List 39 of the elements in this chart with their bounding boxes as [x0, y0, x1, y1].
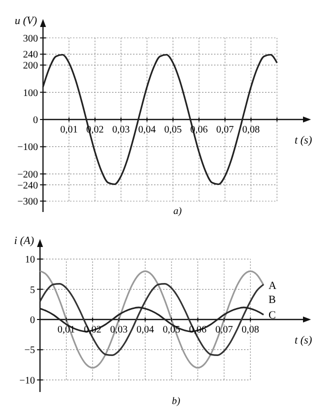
y-tick-label: −240: [17, 180, 38, 192]
x-tick-label: 0,08: [242, 124, 260, 136]
y-tick-label: 200: [23, 60, 38, 72]
series-label: C: [268, 310, 276, 322]
series-label: A: [268, 280, 277, 292]
y-tick-label: −10: [19, 375, 35, 386]
x-tick-label: 0,01: [58, 324, 76, 336]
y-tick-label: 5: [30, 284, 35, 296]
y-tick-label: 300: [23, 33, 38, 44]
x-tick-label: 0,05: [162, 324, 180, 336]
y-axis-title: u (V): [14, 15, 38, 27]
y-tick-label: −200: [17, 169, 38, 180]
line-series: [39, 270, 264, 369]
y-tick-label: 0: [30, 315, 35, 326]
y-axis-title: i (A): [14, 235, 34, 247]
y-tick-label: −5: [24, 345, 35, 356]
x-tick-label: 0,04: [138, 124, 156, 136]
y-tick-label: −300: [17, 196, 38, 208]
y-tick-label: 0: [33, 115, 38, 126]
series-label: B: [268, 294, 276, 306]
line-series: [39, 283, 264, 356]
x-axis-title: t (s): [294, 134, 312, 146]
y-tick-label: 10: [25, 254, 35, 266]
y-tick-label: 240: [23, 50, 38, 61]
x-tick-label: 0,03: [110, 324, 128, 336]
line-series: [39, 306, 264, 332]
y-tick-label: −100: [17, 142, 38, 154]
y-tick-label: 100: [23, 88, 38, 99]
x-tick-label: 0,03: [112, 124, 130, 136]
x-tick-label: 0,07: [216, 124, 234, 136]
x-tick-label: 0,01: [60, 124, 78, 136]
x-tick-label: 0,08: [242, 324, 260, 336]
x-tick-label: 0,05: [164, 124, 182, 136]
line-series: [42, 54, 278, 186]
x-tick-label: 0,07: [215, 324, 233, 336]
x-tick-label: 0,04: [136, 324, 154, 336]
x-axis-title: t (s): [294, 334, 312, 346]
annotation: a): [173, 206, 182, 217]
text: b): [172, 396, 181, 407]
